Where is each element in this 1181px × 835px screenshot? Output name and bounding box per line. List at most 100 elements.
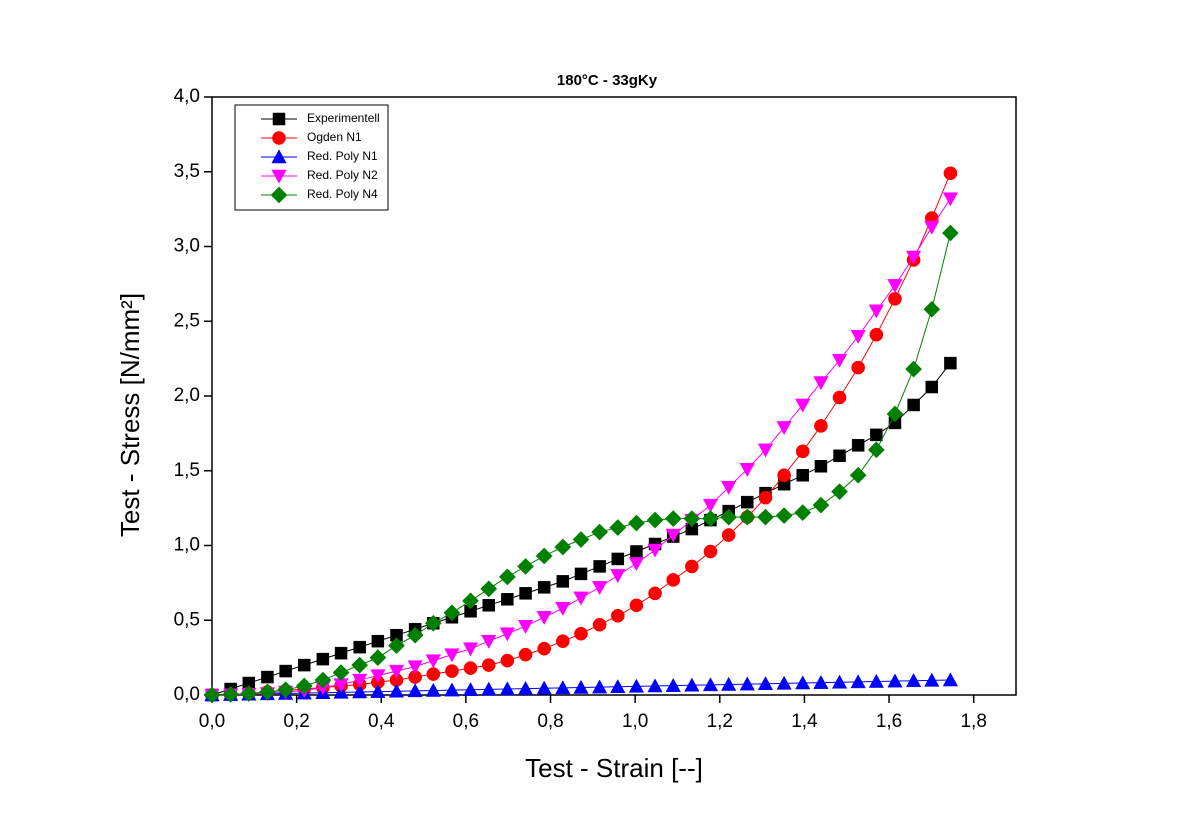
marker: [388, 637, 405, 655]
marker: [870, 428, 883, 442]
marker: [757, 508, 774, 526]
marker: [352, 673, 368, 688]
marker: [591, 581, 608, 596]
marker: [739, 676, 755, 691]
marker: [462, 682, 479, 697]
x-tick-label: 0,6: [453, 711, 479, 732]
marker: [907, 398, 920, 412]
marker: [795, 444, 810, 459]
marker: [943, 166, 958, 181]
marker: [499, 627, 515, 642]
marker: [535, 547, 553, 565]
series-line: [211, 173, 951, 696]
marker: [481, 681, 497, 696]
marker: [832, 390, 847, 405]
marker: [777, 468, 791, 483]
marker: [868, 673, 884, 688]
marker: [462, 642, 479, 657]
marker: [702, 677, 719, 692]
marker: [851, 360, 866, 375]
marker: [425, 654, 441, 669]
marker: [271, 149, 287, 164]
marker: [610, 608, 625, 623]
marker: [664, 510, 682, 528]
series: [203, 224, 959, 704]
series-line: [211, 232, 951, 696]
marker: [630, 545, 643, 558]
marker: [261, 670, 274, 684]
legend-label: Experimentell: [307, 111, 380, 125]
marker: [923, 300, 941, 318]
marker: [501, 593, 514, 606]
y-tick-label: 3,0: [174, 236, 200, 257]
marker: [443, 604, 461, 622]
marker: [203, 686, 221, 704]
marker: [703, 544, 718, 559]
y-tick-label: 1,5: [174, 460, 200, 481]
marker: [444, 682, 460, 697]
series: [205, 356, 957, 702]
marker: [776, 675, 792, 690]
marker: [887, 279, 903, 294]
legend-box: [234, 104, 389, 211]
marker: [463, 661, 478, 675]
marker: [480, 580, 498, 598]
marker: [572, 531, 590, 548]
marker: [647, 543, 663, 558]
marker: [222, 685, 240, 703]
marker: [905, 250, 922, 265]
marker: [905, 360, 923, 378]
marker: [353, 640, 366, 654]
marker: [498, 568, 516, 586]
marker: [500, 653, 515, 668]
x-tick-label: 1,2: [707, 711, 733, 732]
marker: [295, 677, 313, 695]
marker: [573, 591, 589, 606]
marker: [905, 673, 922, 688]
marker: [517, 619, 534, 634]
marker: [628, 678, 645, 693]
marker: [775, 507, 793, 525]
marker: [813, 376, 829, 391]
marker: [554, 538, 572, 556]
marker: [591, 523, 609, 541]
marker: [370, 669, 386, 684]
y-tick-label: 0,5: [174, 609, 200, 630]
marker: [739, 463, 755, 477]
marker: [462, 592, 480, 610]
marker: [536, 680, 552, 695]
marker: [388, 683, 405, 698]
marker: [425, 682, 441, 697]
marker: [795, 675, 811, 690]
marker: [942, 672, 959, 687]
marker: [537, 641, 552, 656]
marker: [814, 419, 828, 433]
marker: [369, 649, 387, 667]
marker: [685, 559, 699, 574]
marker: [555, 602, 571, 617]
marker: [851, 439, 865, 452]
marker: [574, 567, 588, 581]
marker: [573, 679, 589, 694]
marker: [849, 466, 867, 484]
marker: [758, 490, 773, 505]
x-tick-label: 1,4: [791, 711, 818, 732]
marker: [271, 169, 287, 184]
legend-label: Red. Poly N2: [307, 168, 378, 182]
marker: [684, 677, 700, 692]
legend-label: Red. Poly N4: [307, 187, 378, 201]
marker: [574, 626, 588, 641]
marker: [666, 573, 681, 587]
marker: [279, 664, 292, 678]
y-tick-label: 1,0: [174, 535, 200, 556]
y-tick-label: 2,5: [174, 310, 200, 331]
marker: [629, 598, 644, 613]
marker: [665, 528, 681, 543]
marker: [869, 327, 884, 342]
marker: [944, 356, 957, 370]
marker: [776, 421, 792, 436]
x-tick-label: 0,0: [199, 711, 225, 732]
y-tick-label: 3,5: [174, 161, 200, 182]
marker: [272, 131, 286, 145]
